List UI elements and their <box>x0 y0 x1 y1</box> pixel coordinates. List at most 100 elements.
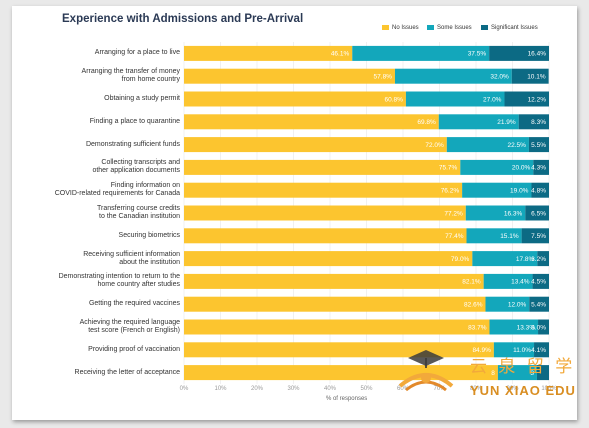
data-label: 75.7% <box>439 165 458 172</box>
data-label: 7.5% <box>531 233 546 240</box>
bar-segment-no-issues <box>184 45 353 61</box>
chart-title: Experience with Admissions and Pre-Arriv… <box>62 13 304 25</box>
bar-segment-no-issues <box>184 205 466 221</box>
bar-segment-some-issues <box>472 251 538 267</box>
category-label: Demonstrating sufficient funds <box>20 141 180 149</box>
bar-segment-no-issues <box>184 91 406 107</box>
bar-segment-significant-issues <box>529 296 549 312</box>
x-tick-label: 100% <box>541 386 557 392</box>
bar-segment-significant-issues <box>531 182 549 198</box>
category-label: Finding a place to quarantine <box>20 118 180 126</box>
bar-segment-no-issues <box>184 114 439 130</box>
data-label: 22.5% <box>507 142 526 149</box>
data-label: 60.8% <box>384 96 403 103</box>
category-label-line: to the Canadian institution <box>99 213 180 220</box>
category-label-line: Demonstrating intention to return to the <box>58 273 180 281</box>
watermark-english-text: YUN XIAO EDU <box>470 383 576 398</box>
legend-label-significant-issues: Significant Issues <box>491 25 538 32</box>
category-label-line: Collecting transcripts and <box>101 159 180 167</box>
category-label-line: Finding a place to quarantine <box>89 117 180 125</box>
data-label: 5.5% <box>531 142 546 149</box>
category-label-line: Securing biometrics <box>118 231 180 239</box>
legend-no-issues: No Issues <box>382 25 419 31</box>
bar-segment-no-issues <box>184 228 467 244</box>
chart-card: Experience with Admissions and Pre-Arriv… <box>12 6 577 420</box>
bar-segment-significant-issues <box>504 91 549 107</box>
bar-chart-plot: 46.1% 37.5% 16.4%57.8% 32.0% 10.1%60.8% 27.0%… <box>183 42 550 384</box>
bar-segment-significant-issues <box>532 273 549 289</box>
legend-some-issues: Some Issues <box>427 25 472 31</box>
category-label-line: Arranging for a place to live <box>94 49 180 57</box>
category-label: Arranging for a place to live <box>20 49 180 57</box>
data-label: 69.8% <box>417 119 436 126</box>
watermark-chinese-text: 云 泉 留 学 <box>470 357 576 377</box>
data-label: 8.3% <box>531 119 546 126</box>
x-tick-label: 70% <box>433 386 446 392</box>
data-label: 12.0% <box>508 302 527 309</box>
data-label: 57.8% <box>374 74 393 81</box>
category-label: Obtaining a study permit <box>20 95 180 103</box>
bar-segment-some-issues <box>352 45 490 61</box>
legend-swatch-some-issues <box>427 25 434 30</box>
bar-segment-significant-issues <box>528 137 549 153</box>
data-label: 32.0% <box>490 74 509 81</box>
category-label: Transferring course credits to the Canadi… <box>20 205 180 221</box>
category-label: Achieving the required language test scor… <box>20 319 180 335</box>
legend-significant-issues: Significant Issues <box>481 25 538 31</box>
data-label: 3.2% <box>531 256 546 263</box>
data-label: 11.0% <box>513 347 531 354</box>
data-label: 72.0% <box>425 142 444 149</box>
bar-segment-no-issues <box>184 68 395 84</box>
x-tick-label: 30% <box>287 386 300 392</box>
data-label: 4.1% <box>531 347 546 354</box>
data-label: 83.7% <box>468 324 487 331</box>
data-label: 82.1% <box>462 279 481 286</box>
data-label: 20.0% <box>512 165 531 172</box>
bar-segment-no-issues <box>184 296 486 312</box>
bar-segment-significant-issues <box>518 114 549 130</box>
data-label: 17.8% <box>516 256 535 263</box>
category-label: Receiving the letter of acceptance <box>20 369 180 377</box>
legend-label-no-issues: No Issues <box>392 25 419 32</box>
bar-segment-significant-issues <box>534 342 549 358</box>
category-label: Finding information on COVID-related requ… <box>20 182 180 198</box>
data-label: 21.9% <box>497 119 516 126</box>
bar-segment-significant-issues <box>538 319 549 335</box>
data-label: 12.2% <box>528 96 547 103</box>
category-label-line: from home country <box>121 76 180 84</box>
legend-swatch-no-issues <box>382 25 389 30</box>
data-label: 4.3% <box>531 165 546 172</box>
x-tick-label: 60% <box>396 386 409 392</box>
x-tick-label: 90% <box>506 386 519 392</box>
bar-segment-some-issues <box>460 159 534 175</box>
legend-label-some-issues: Some Issues <box>437 25 472 32</box>
bar-segment-significant-issues <box>489 45 549 61</box>
bar-segment-some-issues <box>465 205 526 221</box>
data-label: 37.5% <box>468 51 487 58</box>
category-label-line: Receiving the letter of acceptance <box>74 368 180 376</box>
category-label-line: test score (French or English) <box>88 327 180 334</box>
x-tick-label: 10% <box>214 386 227 392</box>
data-label: 79.0% <box>451 256 470 263</box>
watermark-logo-icon <box>398 350 454 392</box>
bar-segment-some-issues <box>438 114 519 130</box>
data-label: 19.0% <box>510 188 529 195</box>
category-label-line: Transferring course credits <box>97 205 180 212</box>
legend-swatch-significant-issues <box>481 25 488 30</box>
bar-segment-some-issues <box>493 342 535 358</box>
bar-segment-some-issues <box>446 137 529 153</box>
data-label: 3 <box>530 370 534 377</box>
bar-segment-significant-issues <box>533 159 549 175</box>
category-label-line: Achieving the required language <box>79 319 180 326</box>
data-label: 16.3% <box>504 210 523 217</box>
category-label-line: Arranging the transfer of money <box>81 68 180 76</box>
x-tick-label: 40% <box>323 386 336 392</box>
bar-segment-some-issues <box>497 365 537 381</box>
category-label: Demonstrating intention to return to the… <box>20 273 180 289</box>
category-label-line: Finding information on <box>110 182 180 190</box>
bar-segment-some-issues <box>466 228 522 244</box>
data-label: 15.1% <box>500 233 519 240</box>
data-label: 46.1% <box>331 51 350 58</box>
category-label: Providing proof of vaccination <box>20 346 180 354</box>
data-label: 27.0% <box>483 96 502 103</box>
